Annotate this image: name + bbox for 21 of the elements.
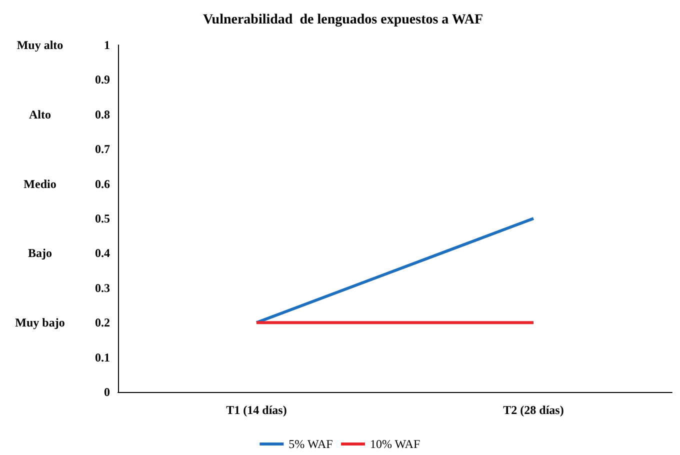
- text: Alto: [29, 107, 51, 122]
- y-tick-label: 0.9: [95, 72, 110, 87]
- y-tick-label: 0: [104, 385, 110, 399]
- y-tick-label: 0.3: [95, 280, 110, 295]
- x-tick-label: T2 (28 días): [503, 403, 564, 417]
- y-tick-label: 0.1: [95, 350, 110, 364]
- y-tick-label: 1: [104, 38, 110, 52]
- text: Medio: [24, 176, 56, 191]
- y-tick-label: 0.2: [95, 316, 110, 330]
- y-tick-label: 0.5: [95, 212, 110, 226]
- y-tick-label: 0.4: [95, 246, 110, 260]
- y-tick-label: 0.8: [95, 107, 110, 122]
- text: Muy bajo: [15, 316, 65, 330]
- text: Bajo: [28, 246, 52, 260]
- text: Muy alto: [16, 38, 64, 52]
- chart-title: Vulnerabilidad de lenguados expuestos a WAF: [202, 12, 484, 28]
- x-tick-label: T1 (14 días): [226, 403, 287, 417]
- legend-label: 10% WAF: [370, 437, 420, 451]
- y-tick-label: 0.7: [95, 142, 110, 156]
- y-tick-label: 0.6: [95, 176, 110, 191]
- legend-label: 5% WAF: [288, 437, 334, 451]
